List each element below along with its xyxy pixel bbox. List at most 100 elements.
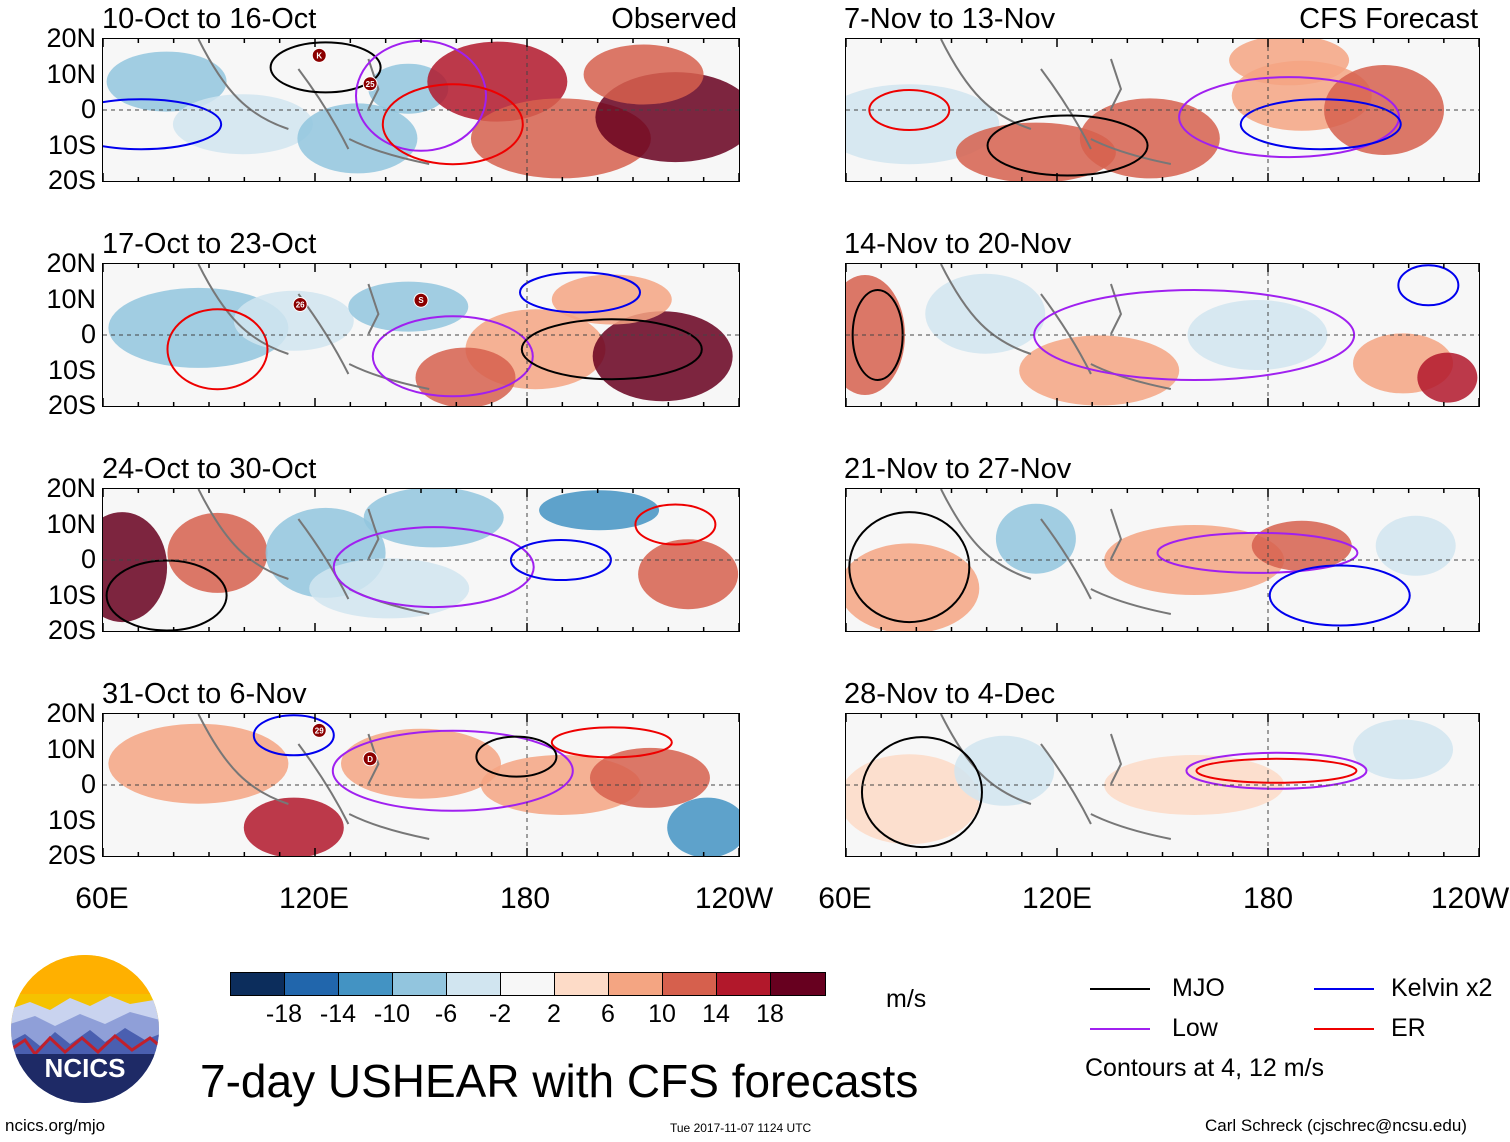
shear-anomaly-blob xyxy=(925,273,1046,354)
contour-line xyxy=(1397,264,1460,307)
shear-field xyxy=(846,39,1479,181)
contour-line xyxy=(371,315,534,398)
contour-line xyxy=(868,89,951,131)
panel-title: 14-Nov to 20-Nov xyxy=(844,228,1072,260)
coastline xyxy=(940,714,1172,840)
y-tick-label: 10S xyxy=(47,129,96,160)
shear-anomaly-blob xyxy=(108,723,289,804)
contour-line xyxy=(848,511,971,624)
contour-line xyxy=(269,41,382,94)
forecast-map-2 xyxy=(845,263,1480,407)
contour-line xyxy=(1178,76,1401,159)
storm-marker: D xyxy=(362,751,378,767)
x-tick-180-left: 180 xyxy=(499,882,551,915)
colorbar-tick-label: -14 xyxy=(319,1000,357,1028)
shear-anomaly-blob xyxy=(539,490,660,531)
y-tick-label: 10S xyxy=(47,354,96,385)
legend-line-mjo xyxy=(1090,988,1150,990)
y-tick-label: 0 xyxy=(80,544,96,574)
contour-line xyxy=(103,98,223,151)
panel-title: 7-Nov to 13-Nov xyxy=(844,3,1056,35)
y-tick-label: 10N xyxy=(46,58,96,89)
logo-text: NCICS xyxy=(45,1053,126,1083)
shear-field xyxy=(846,489,1479,631)
legend-label-mjo: MJO xyxy=(1172,974,1225,1002)
shear-anomaly-blob xyxy=(1104,755,1285,815)
colorbar xyxy=(230,972,826,996)
panel-title: 17-Oct to 23-Oct xyxy=(102,228,317,260)
contour-line xyxy=(520,318,703,381)
shear-anomaly-blob xyxy=(995,503,1076,574)
storm-label: S xyxy=(418,296,424,305)
contour-line xyxy=(1033,289,1356,381)
panel-title: 21-Nov to 27-Nov xyxy=(844,453,1072,485)
shear-anomaly-blob xyxy=(309,558,470,619)
shear-anomaly-blob xyxy=(363,489,504,548)
storm-marker: K xyxy=(311,47,327,63)
shear-anomaly-blob xyxy=(297,103,418,174)
y-tick-label: 10S xyxy=(47,579,96,610)
colorbar-tick-label: 14 xyxy=(702,1000,730,1028)
colorbar-tick-label: -18 xyxy=(265,1000,303,1028)
y-tick-label: 20N xyxy=(46,248,96,278)
contour-line xyxy=(550,726,673,759)
shear-anomaly-blob xyxy=(243,797,344,856)
shear-anomaly-blob xyxy=(415,347,516,406)
ncics-logo: NCICS xyxy=(11,955,159,1103)
storm-marker: S xyxy=(413,292,429,308)
contour-line xyxy=(1239,98,1402,151)
contour-line xyxy=(332,526,535,609)
colorbar-tick-label: 2 xyxy=(547,1000,561,1028)
contour-line xyxy=(1156,531,1359,574)
legend-label-kelvin: Kelvin x2 xyxy=(1391,974,1493,1002)
colorbar-swatch xyxy=(447,973,501,995)
coastline xyxy=(197,489,430,615)
shear-anomaly-blob xyxy=(954,735,1055,806)
colorbar-swatch xyxy=(501,973,555,995)
legend-label-er: ER xyxy=(1391,1014,1426,1042)
storm-label: 29 xyxy=(315,726,324,735)
shear-anomaly-blob xyxy=(103,512,168,623)
shear-anomaly-blob xyxy=(846,543,980,631)
contour-line xyxy=(1185,751,1368,790)
shear-anomaly-blob xyxy=(667,797,739,856)
panel-title: 24-Oct to 30-Oct xyxy=(102,453,317,485)
x-tick-60e-right: 60E xyxy=(818,882,872,915)
x-tick-120e-right: 120E xyxy=(1021,882,1093,915)
timestamp: Tue 2017-11-07 1124 UTC xyxy=(670,1121,812,1135)
colorbar-tick-label: 18 xyxy=(756,1000,784,1028)
forecast-map-3 xyxy=(845,488,1480,632)
coastline xyxy=(940,264,1172,390)
coastline xyxy=(197,714,430,840)
storm-marker: 26 xyxy=(292,297,308,312)
storm-marker: 29 xyxy=(311,722,327,738)
y-tick-label: 10N xyxy=(46,508,96,539)
observed-map-3 xyxy=(102,488,740,632)
contour-line xyxy=(1268,564,1411,627)
panel-title: 28-Nov to 4-Dec xyxy=(844,678,1056,710)
shear-anomaly-blob xyxy=(106,51,227,112)
contour-line xyxy=(331,729,574,812)
shear-anomaly-blob xyxy=(1079,98,1220,179)
y-tick-label: 0 xyxy=(80,319,96,349)
shear-anomaly-blob xyxy=(638,539,739,610)
y-tick-label: 10N xyxy=(46,733,96,764)
colorbar-swatch xyxy=(663,973,717,995)
shear-anomaly-blob xyxy=(1104,525,1285,595)
shear-field: 29 D xyxy=(103,714,739,856)
storm-label: 26 xyxy=(296,301,305,310)
shear-field xyxy=(846,264,1479,406)
contour-line xyxy=(381,83,524,166)
storm-label: D xyxy=(367,755,373,764)
x-tick-120w-right: 120W xyxy=(1430,882,1510,915)
y-tick-label: 20N xyxy=(46,698,96,728)
y-tick-label: 20S xyxy=(47,840,96,870)
observed-map-2: 26 S xyxy=(102,263,740,407)
coastline xyxy=(940,39,1172,165)
shear-anomaly-blob xyxy=(955,122,1116,181)
shear-anomaly-blob xyxy=(172,94,313,155)
contour-line xyxy=(860,736,983,849)
source-link[interactable]: ncics.org/mjo xyxy=(5,1116,106,1135)
y-tick-label: 10N xyxy=(46,283,96,314)
coastline xyxy=(197,264,430,390)
